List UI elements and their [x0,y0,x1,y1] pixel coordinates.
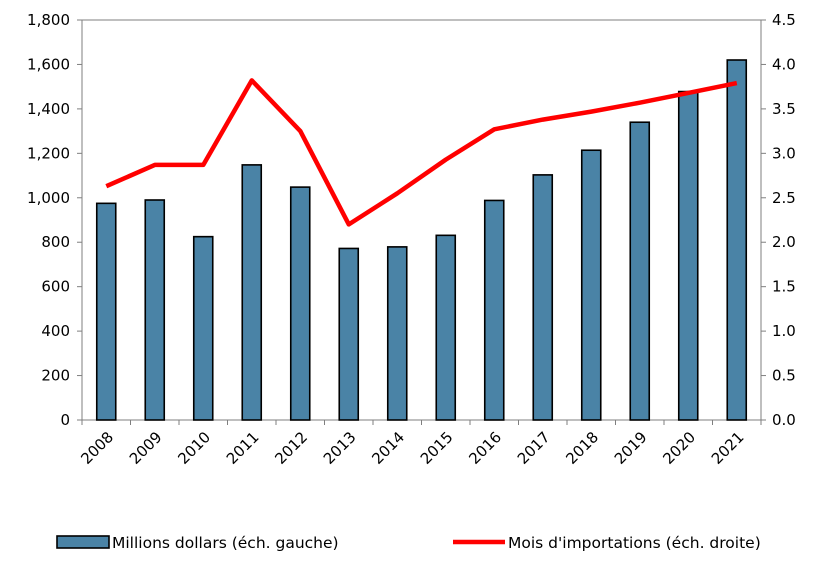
legend-label-line: Mois d'importations (éch. droite) [508,534,761,552]
x-tick-label: 2013 [320,428,360,468]
bar-2009 [144,199,166,421]
y-right-tick-label: 2.0 [772,233,796,251]
x-tick-label: 2011 [223,428,263,468]
y-left-tick-label: 1,200 [27,144,70,162]
y-left-tick-label: 0 [60,411,70,429]
x-tick-label: 2019 [611,428,651,468]
bar-2013 [338,247,360,421]
bar-2014 [386,246,408,421]
y-right-tick-label: 3.5 [772,100,796,118]
y-right-tick-label: 3.0 [772,144,796,162]
legend-label-bar: Millions dollars (éch. gauche) [112,534,339,552]
y-left-tick-label: 800 [41,233,70,251]
x-tick-label: 2020 [659,428,699,468]
bar-2018 [580,149,602,421]
x-tick-label: 2021 [708,428,748,468]
bar-2021 [726,59,748,421]
x-tick-label: 2015 [417,428,457,468]
x-tick-label: 2012 [271,428,311,468]
bar-2012 [289,186,311,421]
line-series-mois-importations [105,78,738,227]
y-left-tick-label: 600 [41,278,70,296]
y-right-tick-label: 1.0 [772,322,796,340]
x-tick-label: 2008 [77,428,117,468]
y-left-tick-label: 200 [41,367,70,385]
y-right-tick-label: 4.5 [772,11,796,29]
y-left-tick-label: 400 [41,322,70,340]
x-tick-label: 2016 [465,428,505,468]
bar-2008 [95,202,117,421]
x-tick-label: 2010 [174,428,214,468]
legend-swatch-bar [56,535,110,549]
bar-2020 [677,90,699,421]
bar-2011 [241,164,263,421]
y-right-tick-label: 2.5 [772,189,796,207]
y-left-tick-label: 1,000 [27,189,70,207]
y-left-tick-label: 1,800 [27,11,70,29]
bar-2015 [435,234,457,421]
y-right-tick-label: 1.5 [772,278,796,296]
y-right-tick-label: 4.0 [772,55,796,73]
x-tick-label: 2018 [562,428,602,468]
plot-area-frame [81,19,762,421]
y-right-tick-label: 0.0 [772,411,796,429]
y-left-tick-label: 1,600 [27,55,70,73]
x-tick-label: 2014 [368,428,408,468]
x-tick-label: 2017 [514,428,554,468]
bar-2016 [483,199,505,421]
y-right-tick-label: 0.5 [772,367,796,385]
bar-2017 [532,174,554,421]
y-left-tick-label: 1,400 [27,100,70,118]
bar-2010 [192,235,214,421]
bar-2019 [629,121,651,421]
x-tick-label: 2009 [126,428,166,468]
